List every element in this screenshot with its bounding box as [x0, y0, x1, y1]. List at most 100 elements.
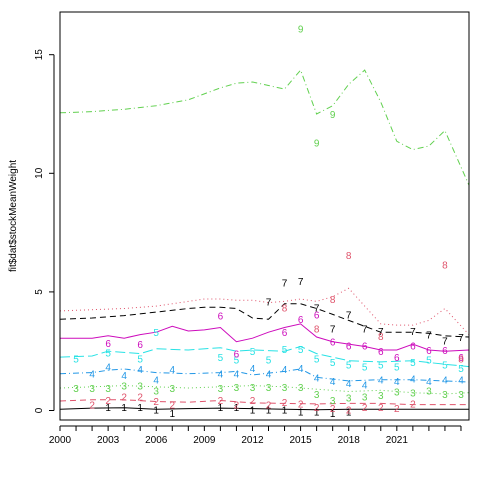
- point-label-6-2: 6: [137, 340, 143, 351]
- point-label-2-9: 2: [250, 396, 256, 407]
- point-label-4-14: 4: [330, 377, 336, 388]
- point-label-4-19: 4: [410, 375, 416, 386]
- point-label-9-4: 8: [346, 251, 352, 262]
- point-label-2-11: 2: [282, 398, 288, 409]
- point-label-4-18: 4: [394, 377, 400, 388]
- y-tick-label: 15: [34, 49, 45, 61]
- point-label-2-4: 2: [137, 392, 143, 403]
- point-label-3-1: 3: [73, 384, 79, 395]
- point-label-3-21: 3: [426, 386, 432, 397]
- point-label-5-6: 5: [234, 356, 240, 367]
- point-label-5-20: 5: [458, 364, 464, 375]
- point-label-4-4: 4: [137, 365, 143, 376]
- point-label-6-3: 6: [218, 312, 224, 323]
- point-label-3-2: 3: [89, 384, 95, 395]
- point-label-8-5: 7: [330, 325, 336, 336]
- point-label-3-22: 3: [442, 390, 448, 401]
- x-tick-label: 2003: [97, 435, 120, 446]
- point-label-9-1: 8: [282, 303, 288, 314]
- series-line-1: [59, 407, 469, 411]
- point-label-6-13: 6: [410, 341, 416, 352]
- point-label-5-5: 5: [218, 353, 224, 364]
- point-label-5-2: 5: [105, 348, 111, 359]
- point-label-4-12: 4: [298, 364, 304, 375]
- point-label-5-14: 5: [362, 363, 368, 374]
- point-label-6-7: 6: [314, 310, 320, 321]
- point-label-9-5: 8: [378, 332, 384, 343]
- point-label-4-6: 4: [170, 365, 176, 376]
- plot-frame: [59, 11, 470, 421]
- series-lines: [59, 69, 470, 411]
- x-axis: 2000 2003 2006 2009 2012 2015 2018 2021: [49, 425, 462, 446]
- point-label-4-21: 4: [442, 376, 448, 387]
- point-label-3-13: 3: [298, 383, 304, 394]
- point-label-6-15: 6: [442, 346, 448, 357]
- point-label-4-8: 4: [234, 370, 240, 381]
- point-label-1-9: 1: [266, 405, 272, 416]
- point-label-1-11: 1: [298, 408, 304, 419]
- point-label-2-10: 2: [266, 401, 272, 412]
- point-label-6-8: 6: [330, 338, 336, 349]
- x-tick-label: 2015: [289, 435, 312, 446]
- x-tick-label: 2006: [145, 435, 168, 446]
- point-label-1-7: 1: [234, 403, 240, 414]
- point-label-9-6: 8: [442, 261, 448, 272]
- point-label-3-4: 3: [121, 382, 127, 393]
- x-tick-label: 2000: [49, 435, 72, 446]
- point-label-4-15: 4: [346, 379, 352, 390]
- point-label-3-5: 3: [137, 382, 143, 393]
- point-label-5-19: 5: [442, 360, 448, 371]
- point-label-4-9: 4: [250, 364, 256, 375]
- point-label-3-18: 3: [378, 391, 384, 402]
- y-tick-label: 0: [34, 407, 45, 413]
- point-label-6-1: 6: [105, 339, 111, 350]
- point-label-3-3: 3: [105, 384, 111, 395]
- point-label-2-7: 2: [218, 396, 224, 407]
- point-label-4-5: 4: [153, 376, 159, 387]
- point-label-4-17: 4: [378, 376, 384, 387]
- point-label-2-6: 2: [170, 401, 176, 412]
- point-label-3-20: 3: [410, 389, 416, 400]
- point-label-4-20: 4: [426, 377, 432, 388]
- point-label-1-10: 1: [282, 405, 288, 416]
- point-label-5-15: 5: [378, 360, 384, 371]
- point-label-3-17: 3: [362, 392, 368, 403]
- point-label-5-1: 5: [73, 354, 79, 365]
- point-label-6-9: 6: [346, 341, 352, 352]
- point-label-1-13: 1: [330, 409, 336, 420]
- point-label-1-12: 1: [314, 408, 320, 419]
- point-label-1-1: 1: [105, 403, 111, 414]
- point-label-3-14: 3: [314, 390, 320, 401]
- point-label-2-2: 2: [105, 396, 111, 407]
- series-line-9: [59, 287, 470, 335]
- point-label-3-9: 3: [234, 383, 240, 394]
- point-label-8-7: 7: [362, 325, 368, 336]
- point-label-2-19: 2: [410, 399, 416, 410]
- point-label-1-2: 1: [121, 403, 127, 414]
- point-label-9-3: 8: [330, 295, 336, 306]
- point-label-2-12: 2: [298, 399, 304, 410]
- point-label-2-1: 2: [89, 401, 95, 412]
- point-label-5-12: 5: [330, 358, 336, 369]
- point-label-8-12: 7: [458, 333, 464, 344]
- point-label-1-8: 1: [250, 405, 256, 416]
- point-label-1-4: 1: [153, 405, 159, 416]
- point-label-6-11: 6: [378, 347, 384, 358]
- point-label-3-7: 3: [170, 384, 176, 395]
- point-label-4-3: 4: [121, 371, 127, 382]
- point-label-8-3: 7: [266, 297, 272, 308]
- point-label-4-2: 4: [105, 363, 111, 374]
- point-label-2-13: 2: [314, 403, 320, 414]
- series-line-6: [60, 323, 470, 352]
- point-label-8-9: 7: [410, 327, 416, 338]
- point-label-4-13: 4: [314, 373, 320, 384]
- point-label-5-13: 5: [346, 360, 352, 371]
- point-label-2-16: 2: [362, 403, 368, 414]
- point-label-5-16: 5: [394, 363, 400, 374]
- point-label-3-19: 3: [394, 388, 400, 399]
- point-label-1-5: 1: [170, 409, 176, 420]
- y-tick-label: 5: [34, 289, 45, 295]
- series-point-labels: 1 1 1 1 11 1 1 1 1 1 1 1 12 2 2 2 2 2 2 2 2 2 2 2 2 2 2 2 2 2 23 3 3 3 3 3 3…: [73, 25, 464, 420]
- point-label-2-17: 2: [378, 403, 384, 414]
- point-label-8-11: 7: [442, 337, 448, 348]
